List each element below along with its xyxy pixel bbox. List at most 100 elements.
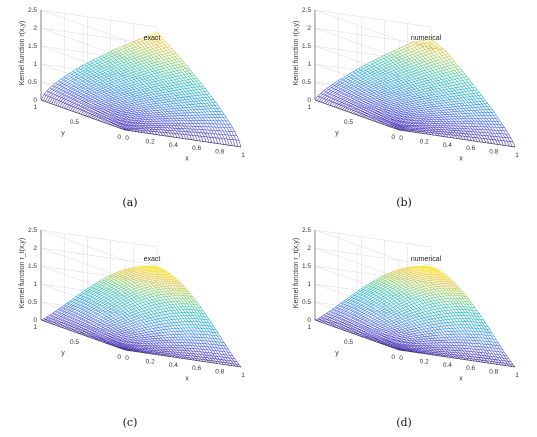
surface-line xyxy=(411,96,415,99)
surface-line xyxy=(380,121,384,123)
surface-line xyxy=(133,70,137,73)
surface-line xyxy=(184,120,188,124)
surface-line xyxy=(403,98,406,101)
surface-line xyxy=(115,96,118,99)
surface-line xyxy=(370,80,373,83)
surface-line xyxy=(420,65,424,69)
surface-line xyxy=(420,57,423,60)
surface-line xyxy=(368,66,372,69)
surface-line xyxy=(145,67,149,69)
surface-line xyxy=(364,91,368,93)
surface-line xyxy=(164,55,168,58)
surface-line xyxy=(402,107,406,110)
surface-line xyxy=(176,58,180,62)
surface-line xyxy=(372,88,376,91)
surface-line xyxy=(159,82,163,86)
surface-line xyxy=(146,40,150,43)
surface-line xyxy=(84,90,88,93)
surface-line xyxy=(151,125,154,128)
surface-line xyxy=(347,89,351,91)
surface-line xyxy=(99,114,102,116)
surface-line xyxy=(190,109,194,113)
surface-line xyxy=(159,92,162,96)
surface-line xyxy=(118,58,122,61)
surface-line xyxy=(122,46,125,49)
surface-line xyxy=(121,100,125,102)
surface-line xyxy=(105,117,108,119)
surface-line xyxy=(143,43,147,46)
surface-line xyxy=(209,93,212,97)
surface-line xyxy=(410,84,414,86)
surface-line xyxy=(396,69,399,72)
surface-line xyxy=(322,91,326,95)
surface-line xyxy=(162,91,166,93)
surface-line xyxy=(141,39,145,42)
surface-line xyxy=(180,66,183,70)
surface-line xyxy=(340,96,344,99)
surface-line xyxy=(146,100,149,103)
surface-line xyxy=(121,116,125,118)
surface-line xyxy=(387,104,391,107)
surface-line xyxy=(96,83,100,86)
surface-line xyxy=(169,106,172,110)
surface-line xyxy=(182,118,186,121)
surface-line xyxy=(52,94,56,99)
surface-line xyxy=(120,52,123,55)
surface-line xyxy=(165,50,169,53)
surface-line xyxy=(114,107,117,110)
surface-line xyxy=(117,52,121,55)
surface-line xyxy=(106,93,109,96)
surface-line xyxy=(133,51,137,54)
surface-line xyxy=(155,95,159,97)
surface-line xyxy=(163,67,167,69)
surface-line xyxy=(343,96,346,98)
surface-line xyxy=(176,110,179,114)
surface-line xyxy=(219,120,223,125)
surface-line xyxy=(115,58,120,61)
surface-line xyxy=(113,101,117,104)
surface-line xyxy=(66,93,70,97)
surface-line xyxy=(112,97,116,100)
surface-line xyxy=(192,92,196,96)
surface-line xyxy=(384,99,387,102)
surface-line xyxy=(83,110,87,113)
surface-line xyxy=(132,47,135,51)
surface-line xyxy=(103,58,107,61)
surface-line xyxy=(382,110,386,113)
surface-line xyxy=(205,97,209,101)
surface-line xyxy=(63,79,66,82)
surface-line xyxy=(86,102,89,104)
surface-line xyxy=(129,84,133,87)
surface-line xyxy=(72,98,76,101)
surface-line xyxy=(411,89,414,92)
surface-line xyxy=(116,120,120,122)
surface-line xyxy=(368,85,371,88)
surface-line xyxy=(136,104,140,107)
surface-line xyxy=(325,89,329,93)
surface-line xyxy=(154,123,158,126)
surface-line xyxy=(102,80,105,83)
surface-line xyxy=(159,85,162,88)
surface-line xyxy=(58,86,62,89)
surface-line xyxy=(55,80,59,84)
surface-line xyxy=(152,60,155,63)
surface-line xyxy=(137,110,140,113)
surface-line xyxy=(69,75,72,78)
surface-line xyxy=(190,90,194,94)
surface-line xyxy=(388,77,392,80)
surface-line xyxy=(141,98,144,102)
surface-line xyxy=(102,104,106,106)
surface-line xyxy=(125,89,129,92)
surface-line xyxy=(148,84,152,86)
surface-line xyxy=(407,74,411,77)
surface-line xyxy=(346,90,351,93)
surface-line xyxy=(148,35,151,39)
surface-line xyxy=(402,101,405,104)
surface-line xyxy=(165,116,169,119)
surface-line xyxy=(187,70,191,74)
surface-line xyxy=(89,62,93,65)
surface-line xyxy=(98,93,102,95)
surface-line xyxy=(108,120,112,122)
surface-line xyxy=(402,63,406,67)
surface-line xyxy=(343,79,346,82)
